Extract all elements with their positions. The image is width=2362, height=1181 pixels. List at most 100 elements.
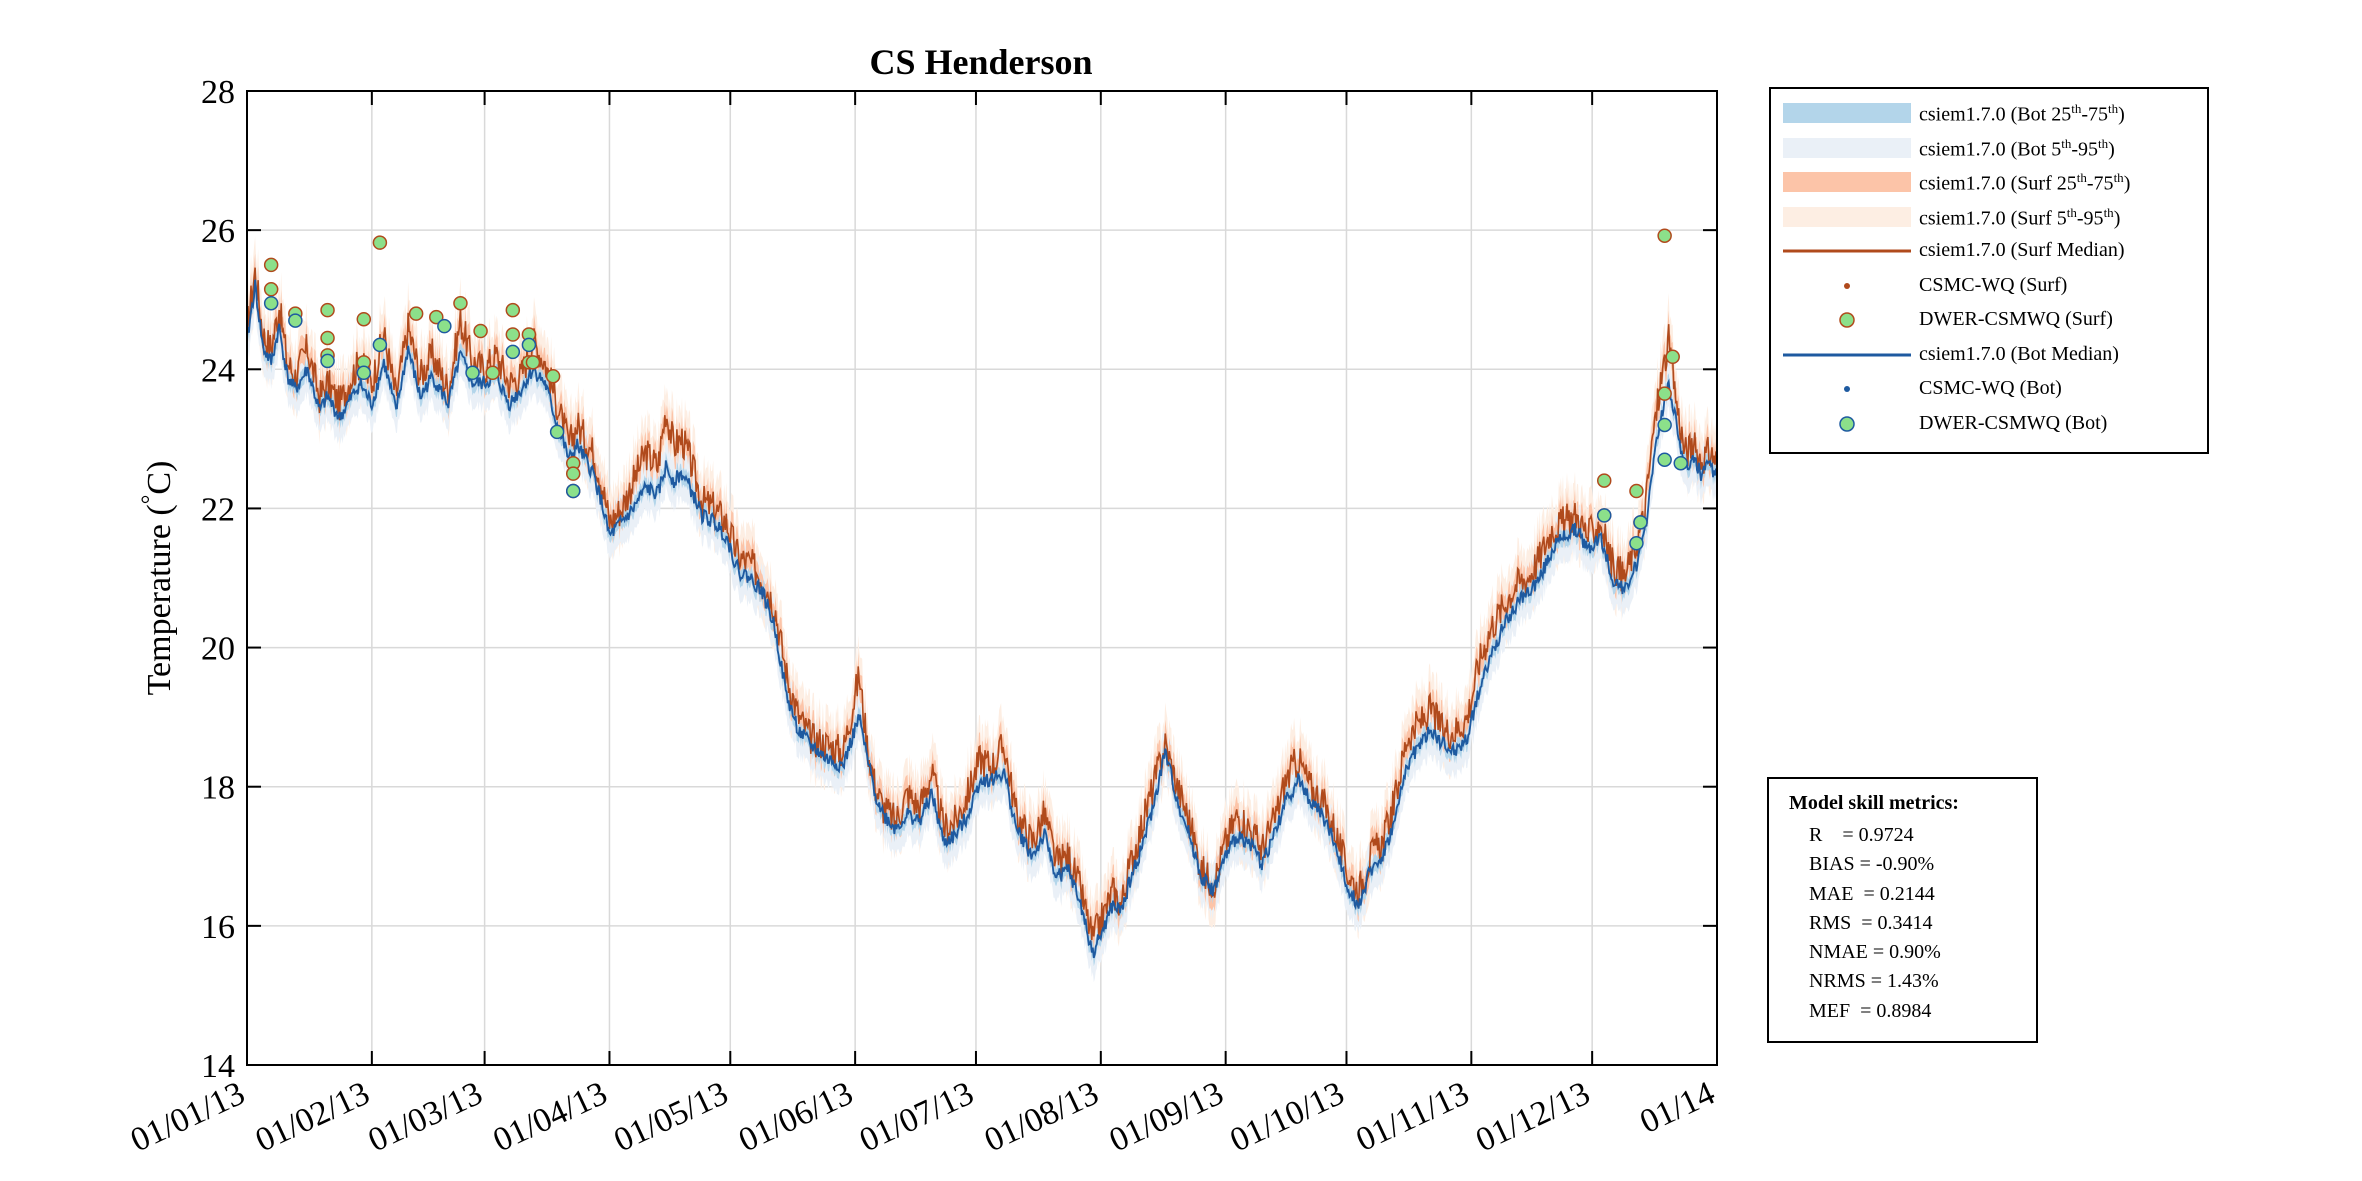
dwer-surf-point — [1596, 473, 1612, 488]
x-tick-label: 01/07/13 — [854, 1075, 979, 1160]
axis-ticks — [246, 90, 1718, 1066]
y-tick-label: 24 — [201, 352, 235, 389]
metric-line: R = 0.9724 — [1809, 824, 1914, 846]
dwer-bot-point — [1633, 515, 1648, 530]
legend-label-part: -95 — [2076, 207, 2104, 230]
metric-line: NMAE = 0.90% — [1809, 941, 1941, 964]
dwer-bot-point — [1596, 508, 1612, 523]
legend-label: DWER-CSMWQ (Surf) — [1919, 308, 2113, 331]
dwer-surf-point — [408, 306, 424, 321]
legend-swatch — [1783, 353, 1911, 356]
legend-item: csiem1.7.0 (Bot Median) — [1771, 339, 2207, 371]
y-axis-label-unit: C) — [141, 461, 178, 495]
legend-label-part: ) — [2118, 103, 2125, 126]
legend-swatch — [1844, 386, 1850, 392]
dwer-bot-point — [288, 313, 303, 328]
dwer-surf-point — [429, 309, 444, 325]
legend-label-part: -75 — [2081, 103, 2109, 126]
dwer-surf-point — [485, 365, 500, 381]
chart-legend: csiem1.7.0 (Bot 25th-75th) csiem1.7.0 (Bo… — [1769, 87, 2209, 454]
dwer-surf-point — [263, 282, 279, 297]
dwer-surf-point — [505, 327, 521, 342]
legend-label: csiem1.7.0 (Bot 25th-75th) — [1919, 101, 2125, 127]
dwer-surf-point — [1629, 483, 1644, 499]
legend-label: csiem1.7.0 (Surf Median) — [1919, 239, 2125, 262]
legend-label: csiem1.7.0 (Surf 25th-75th) — [1919, 170, 2130, 196]
legend-label-part: -95 — [2071, 138, 2099, 161]
dwer-bot-point — [1657, 417, 1672, 433]
legend-swatch — [1839, 415, 1855, 432]
metric-line: MEF = 0.8984 — [1809, 999, 1932, 1022]
observation-points — [263, 228, 1689, 551]
dwer-bot-point — [1629, 535, 1644, 551]
legend-swatch — [1783, 249, 1911, 253]
legend-label-part: DWER-CSMWQ (Bot) — [1919, 411, 2108, 434]
legend-item: csiem1.7.0 (Surf Median) — [1771, 235, 2207, 267]
gridlines — [246, 90, 1718, 1066]
legend-label: CSMC-WQ (Bot) — [1919, 377, 2062, 400]
dwer-bot-point — [320, 353, 335, 369]
dwer-surf-point — [525, 355, 541, 370]
legend-swatch — [1783, 172, 1911, 192]
legend-label-part: csiem1.7.0 (Bot 25 — [1919, 103, 2072, 126]
y-tick-label: 18 — [201, 770, 235, 807]
legend-swatch — [1844, 282, 1850, 289]
x-tick-label: 01/11/13 — [1351, 1075, 1475, 1159]
legend-item: CSMC-WQ (Bot) — [1771, 373, 2207, 405]
legend-swatch — [1783, 206, 1911, 227]
metric-line: NRMS = 1.43% — [1809, 970, 1939, 993]
legend-label-part: th — [2103, 204, 2114, 220]
legend-label-part: th — [2098, 135, 2109, 151]
metrics-title: Model skill metrics: — [1789, 792, 1959, 814]
legend-label-part: csiem1.7.0 (Bot Median) — [1919, 342, 2119, 365]
legend-label-part: th — [2061, 135, 2072, 151]
legend-item: csiem1.7.0 (Bot 5th-95th) — [1771, 132, 2207, 164]
legend-label: csiem1.7.0 (Bot 5th-95th) — [1919, 136, 2115, 162]
dwer-surf-point — [263, 257, 279, 273]
plot-frame — [246, 90, 1718, 1066]
legend-swatch — [1783, 103, 1911, 123]
y-tick-label: 16 — [201, 909, 235, 946]
y-axis-label-degree: ° — [138, 495, 164, 505]
legend-label: DWER-CSMWQ (Bot) — [1919, 412, 2107, 435]
legend-label-part: DWER-CSMWQ (Surf) — [1919, 308, 2113, 330]
legend-item: csiem1.7.0 (Bot 25th-75th) — [1771, 97, 2207, 129]
legend-label-part: th — [2113, 170, 2124, 185]
y-tick-label: 20 — [201, 631, 235, 668]
x-tick-label: 01/02/13 — [250, 1075, 375, 1160]
legend-item: csiem1.7.0 (Surf 25th-75th) — [1771, 166, 2207, 198]
x-tick-label: 01/03/13 — [363, 1075, 488, 1160]
dwer-bot-point — [1673, 455, 1689, 471]
legend-swatch — [1839, 312, 1855, 328]
x-tick-label: 01/06/13 — [733, 1075, 858, 1160]
dwer-bot-point — [437, 318, 452, 334]
dwer-surf-point — [453, 295, 468, 311]
legend-item: DWER-CSMWQ (Surf) — [1771, 304, 2207, 336]
legend-label-part: csiem1.7.0 (Surf 25 — [1919, 172, 2077, 195]
dwer-surf-point — [320, 302, 335, 318]
x-tick-label: 01/08/13 — [979, 1075, 1104, 1160]
legend-item: DWER-CSMWQ (Bot) — [1771, 408, 2207, 440]
x-tick-label: 01/10/13 — [1225, 1075, 1350, 1160]
x-tick-label: 01/05/13 — [608, 1075, 733, 1160]
legend-label-part: -75 — [2086, 172, 2114, 195]
metric-line: RMS = 0.3414 — [1809, 911, 1933, 934]
x-tick-label: 01/14 — [1635, 1075, 1721, 1141]
legend-item: csiem1.7.0 (Surf 5th-95th) — [1771, 201, 2207, 233]
metric-line: BIAS = -0.90% — [1809, 853, 1935, 876]
chart-title: CS Henderson — [869, 42, 1092, 82]
y-tick-label: 14 — [201, 1048, 235, 1085]
dwer-surf-point — [372, 235, 388, 250]
x-tick-label: 01/12/13 — [1470, 1075, 1595, 1160]
legend-label: CSMC-WQ (Surf) — [1919, 274, 2067, 297]
x-tick-label: 01/01/13 — [125, 1075, 250, 1160]
x-tick-label: 01/09/13 — [1104, 1075, 1229, 1160]
dwer-bot-point — [1657, 452, 1672, 467]
legend-label-part: ) — [2108, 138, 2115, 161]
dwer-bot-point — [356, 365, 372, 381]
dwer-bot-point — [565, 483, 581, 499]
legend-label: csiem1.7.0 (Surf 5th-95th) — [1919, 205, 2120, 231]
legend-label-part: csiem1.7.0 (Surf Median) — [1919, 239, 2125, 261]
dwer-bot-point — [549, 424, 565, 440]
legend-label-part: csiem1.7.0 (Bot 5 — [1919, 138, 2062, 161]
